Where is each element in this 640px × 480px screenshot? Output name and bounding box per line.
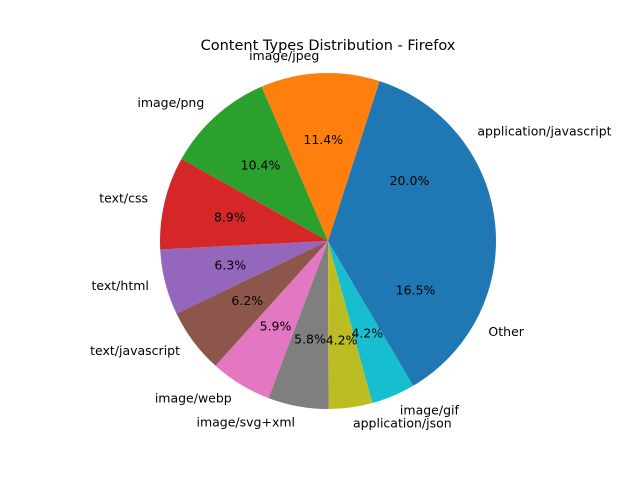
slice-application-json: [328, 241, 373, 409]
slice-pct-image-webp: 5.9%: [260, 319, 292, 334]
slice-image-jpeg: [261, 73, 380, 242]
slice-label-image-gif: image/gif: [400, 403, 460, 418]
slice-label-application-json: application/json: [353, 416, 452, 431]
slice-pct-application-json: 4.2%: [326, 332, 358, 347]
slice-image-gif: [328, 241, 414, 404]
slice-text-css: [160, 158, 328, 250]
chart-title: Content Types Distribution - Firefox: [201, 38, 456, 54]
slice-text-html: [160, 241, 328, 314]
slice-pct-image-png: 10.4%: [241, 158, 281, 173]
slice-label-text-css: text/css: [99, 190, 148, 205]
slice-label-text-html: text/html: [92, 278, 149, 293]
slice-other: [328, 241, 496, 386]
slice-label-image-webp: image/webp: [155, 390, 232, 405]
slice-image-webp: [215, 241, 328, 399]
slice-pct-application-javascript: 20.0%: [390, 173, 430, 188]
slice-label-image-svg-xml: image/svg+xml: [197, 414, 296, 429]
pie-slices: [160, 73, 496, 409]
slice-label-other: Other: [488, 324, 524, 339]
slice-image-svg-xml: [268, 241, 329, 409]
slice-pct-image-svg-xml: 5.8%: [294, 332, 326, 347]
slice-label-image-png: image/png: [137, 95, 204, 110]
slice-pct-text-css: 8.9%: [214, 210, 246, 225]
slice-pct-text-html: 6.3%: [214, 257, 246, 272]
slice-label-text-javascript: text/javascript: [90, 343, 180, 358]
slice-pct-other: 16.5%: [396, 283, 436, 298]
slice-pct-text-javascript: 6.2%: [231, 293, 263, 308]
pie-labels: application/javascript 20.0% image/jpeg 11.…: [90, 48, 612, 431]
slice-pct-image-gif: 4.2%: [351, 325, 383, 340]
slice-label-application-javascript: application/javascript: [477, 124, 611, 139]
slice-text-javascript: [176, 241, 328, 366]
slice-image-png: [181, 86, 328, 241]
slice-pct-image-jpeg: 11.4%: [303, 132, 343, 147]
slice-application-javascript: [328, 81, 496, 241]
slice-label-image-jpeg: image/jpeg: [249, 48, 319, 63]
